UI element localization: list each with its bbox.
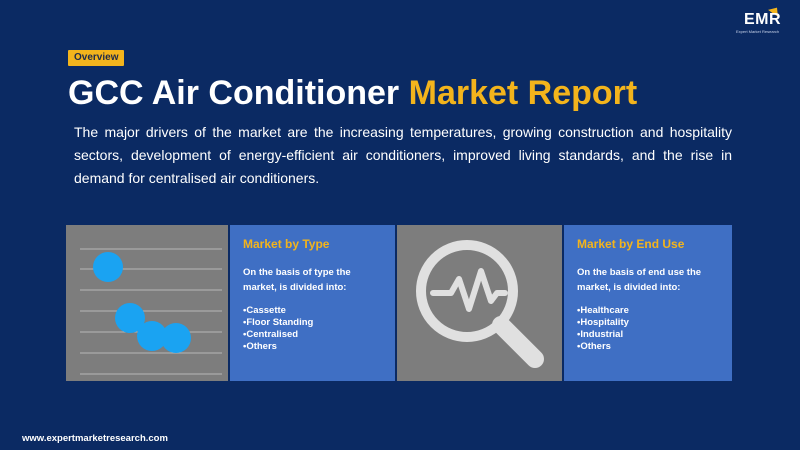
analysis-icon-panel bbox=[397, 225, 562, 381]
logo-text: EMR bbox=[744, 11, 782, 28]
list-item: Others bbox=[577, 341, 629, 353]
list-item: Floor Standing bbox=[243, 317, 313, 329]
title-part-1: GCC Air Conditioner bbox=[68, 74, 400, 112]
market-by-type-basis: On the basis of type the market, is divi… bbox=[243, 267, 351, 293]
page-title: GCC Air Conditioner Market Report bbox=[68, 72, 637, 114]
market-by-type-list: Cassette Floor Standing Centralised Othe… bbox=[243, 305, 313, 353]
list-item: Others bbox=[243, 341, 313, 353]
title-part-2: Market Report bbox=[408, 74, 638, 112]
logo-subtitle: Expert Market Research bbox=[736, 29, 780, 34]
overview-tag: Overview bbox=[68, 50, 125, 66]
market-by-end-use-heading: Market by End Use bbox=[577, 237, 685, 251]
chart-panel bbox=[66, 225, 228, 381]
footer-website[interactable]: www.expertmarketresearch.com bbox=[22, 433, 168, 444]
market-by-end-use-panel: Market by End Use On the basis of end us… bbox=[564, 225, 732, 381]
magnifier-pulse-icon bbox=[416, 240, 544, 368]
list-item: Healthcare bbox=[577, 305, 629, 317]
list-item: Cassette bbox=[243, 305, 313, 317]
list-item: Industrial bbox=[577, 329, 629, 341]
market-by-end-use-list: Healthcare Hospitality Industrial Others bbox=[577, 305, 629, 353]
market-by-type-panel: Market by Type On the basis of type the … bbox=[230, 225, 395, 381]
market-by-type-heading: Market by Type bbox=[243, 237, 330, 251]
market-by-end-use-basis: On the basis of end use the market, is d… bbox=[577, 267, 702, 293]
scatter-chart-icon bbox=[80, 248, 222, 375]
description: The major drivers of the market are the … bbox=[74, 124, 732, 186]
list-item: Centralised bbox=[243, 329, 313, 341]
list-item: Hospitality bbox=[577, 317, 629, 329]
